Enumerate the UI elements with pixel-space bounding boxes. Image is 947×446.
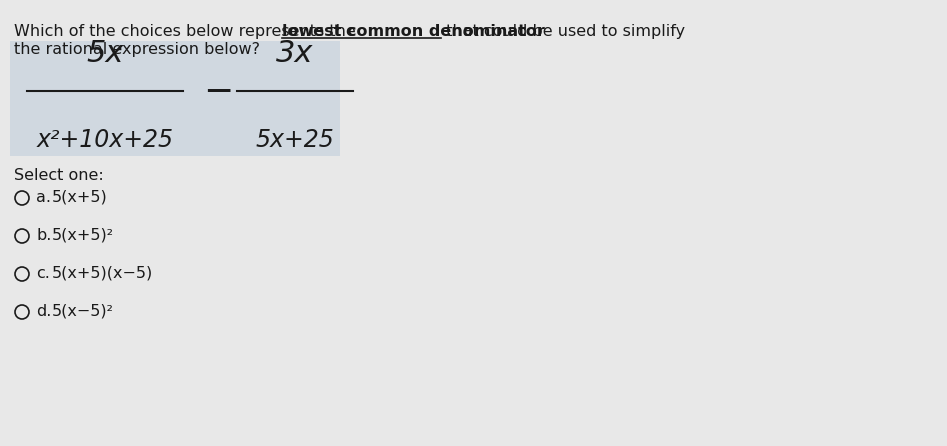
Text: lowest common denominator: lowest common denominator	[282, 24, 545, 39]
Text: that could be used to simplify: that could be used to simplify	[441, 24, 686, 39]
Text: 5(x+5): 5(x+5)	[52, 190, 108, 205]
FancyBboxPatch shape	[10, 41, 340, 156]
Text: the rational expression below?: the rational expression below?	[14, 42, 260, 57]
Text: 5(x−5)²: 5(x−5)²	[52, 303, 114, 318]
Text: b.: b.	[36, 227, 51, 243]
Text: d.: d.	[36, 303, 51, 318]
Text: Select one:: Select one:	[14, 168, 104, 183]
Text: −: −	[203, 75, 233, 109]
Text: a.: a.	[36, 190, 51, 205]
Text: c.: c.	[36, 265, 50, 281]
Text: 5(x+5)(x−5): 5(x+5)(x−5)	[52, 265, 153, 281]
Text: Which of the choices below represents the: Which of the choices below represents th…	[14, 24, 361, 39]
Text: 3x: 3x	[277, 39, 313, 68]
Text: x²+10x+25: x²+10x+25	[37, 128, 173, 152]
Text: 5(x+5)²: 5(x+5)²	[52, 227, 114, 243]
Text: 5x: 5x	[86, 39, 124, 68]
Text: 5x+25: 5x+25	[256, 128, 334, 152]
